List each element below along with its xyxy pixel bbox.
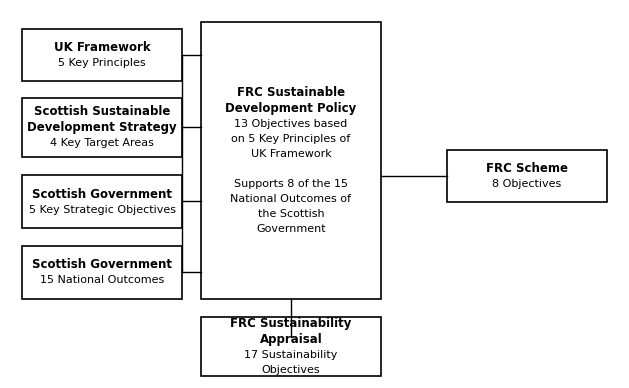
Text: Scottish Government: Scottish Government <box>32 187 172 201</box>
Text: Scottish Government: Scottish Government <box>32 258 172 272</box>
Text: on 5 Key Principles of: on 5 Key Principles of <box>231 134 350 144</box>
Text: 17 Sustainability: 17 Sustainability <box>244 350 338 360</box>
FancyBboxPatch shape <box>22 246 182 299</box>
Text: Development Strategy: Development Strategy <box>28 121 177 134</box>
FancyBboxPatch shape <box>201 317 381 376</box>
Text: Supports 8 of the 15: Supports 8 of the 15 <box>234 179 348 189</box>
Text: 15 National Outcomes: 15 National Outcomes <box>40 275 164 286</box>
Text: National Outcomes of: National Outcomes of <box>230 194 352 204</box>
FancyBboxPatch shape <box>22 175 182 228</box>
Text: 5 Key Strategic Objectives: 5 Key Strategic Objectives <box>29 204 175 215</box>
Text: 13 Objectives based: 13 Objectives based <box>234 119 348 129</box>
Text: 5 Key Principles: 5 Key Principles <box>58 58 146 68</box>
Text: Government: Government <box>256 224 326 234</box>
Text: the Scottish: the Scottish <box>258 209 324 219</box>
Text: UK Framework: UK Framework <box>54 41 150 54</box>
Text: 8 Objectives: 8 Objectives <box>492 179 562 189</box>
FancyBboxPatch shape <box>22 29 182 81</box>
FancyBboxPatch shape <box>201 22 381 299</box>
Text: FRC Scheme: FRC Scheme <box>486 162 568 175</box>
Text: Scottish Sustainable: Scottish Sustainable <box>34 106 170 118</box>
Text: Development Policy: Development Policy <box>225 102 357 115</box>
Text: Appraisal: Appraisal <box>260 333 322 346</box>
FancyBboxPatch shape <box>447 150 607 203</box>
FancyBboxPatch shape <box>22 98 182 157</box>
Text: FRC Sustainable: FRC Sustainable <box>237 86 345 99</box>
Text: 4 Key Target Areas: 4 Key Target Areas <box>50 138 154 148</box>
Text: FRC Sustainability: FRC Sustainability <box>230 317 352 330</box>
Text: Objectives: Objectives <box>262 365 320 375</box>
Text: UK Framework: UK Framework <box>250 149 331 159</box>
